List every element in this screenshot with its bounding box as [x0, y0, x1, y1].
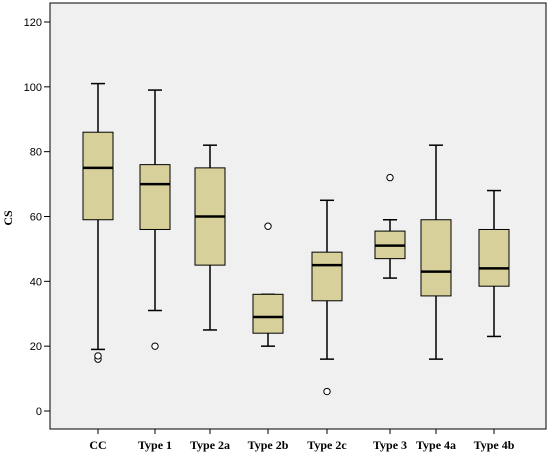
box-3: [194, 144, 226, 331]
outlier-point: [323, 387, 331, 396]
iqr-box: [139, 164, 171, 230]
outlier-point: [94, 352, 102, 360]
x-tick-label: CC: [89, 438, 106, 452]
y-axis: 0 20 40 60 80 100 120: [24, 17, 50, 418]
y-axis-title: CS: [1, 210, 15, 226]
iqr-box: [478, 228, 510, 287]
y-tick-label-0: 0: [36, 406, 42, 418]
x-tick-label: Type 1: [138, 438, 172, 452]
box-5: [311, 199, 343, 396]
box-8: [478, 189, 510, 338]
x-tick-label: Type 4b: [474, 438, 515, 452]
x-tick-label: Type 2b: [248, 438, 289, 452]
plot-area: [49, 2, 547, 430]
y-tick-label-20: 20: [30, 341, 42, 353]
box-4: [252, 222, 284, 347]
box-1: [82, 82, 114, 363]
y-tick-label-120: 120: [24, 17, 42, 29]
box-2: [139, 89, 171, 350]
outlier-point: [264, 222, 272, 230]
y-tick-label-40: 40: [30, 276, 42, 288]
y-tick-label-60: 60: [30, 212, 42, 224]
boxes: [82, 82, 510, 396]
iqr-box: [311, 251, 343, 302]
iqr-box: [420, 219, 452, 297]
x-tick-label: Type 2c: [307, 438, 347, 452]
x-tick-label: Type 4a: [416, 438, 456, 452]
box-7: [420, 144, 452, 360]
y-tick-label-100: 100: [24, 82, 42, 94]
box-6: [374, 173, 406, 279]
iqr-box: [82, 131, 114, 221]
x-axis: CC Type 1 Type 2a Type 2b Type 2c Type 3 Type …: [89, 429, 515, 452]
x-tick-label: Type 3: [373, 438, 407, 452]
y-tick-label-80: 80: [30, 147, 42, 159]
outlier-point: [151, 342, 159, 350]
outlier-point: [386, 173, 394, 182]
x-tick-label: Type 2a: [190, 438, 230, 452]
iqr-box: [252, 293, 284, 334]
